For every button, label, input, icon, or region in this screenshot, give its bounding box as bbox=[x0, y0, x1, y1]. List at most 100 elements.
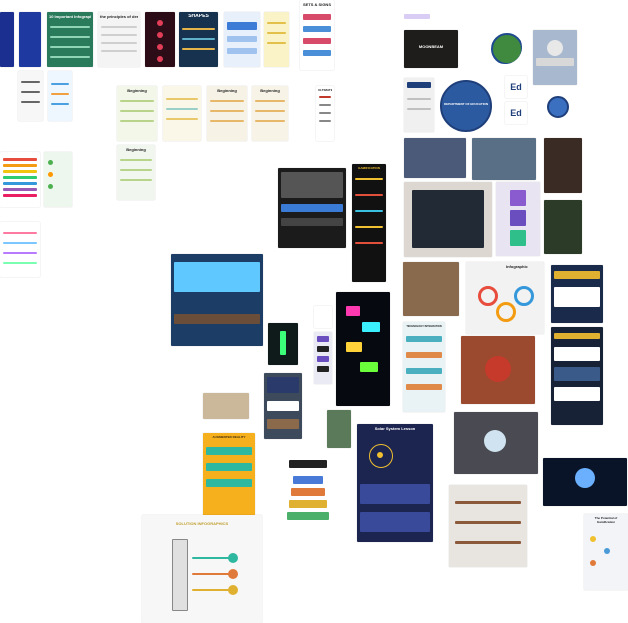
sun-icon bbox=[377, 452, 383, 458]
globe-icon bbox=[484, 430, 506, 452]
card-green-check[interactable] bbox=[44, 152, 72, 207]
book-block bbox=[289, 500, 327, 508]
card-title: Beginning bbox=[127, 88, 147, 93]
card-forest[interactable] bbox=[327, 410, 351, 448]
bullet-row bbox=[206, 463, 252, 471]
bullet-row bbox=[355, 194, 383, 196]
card-tablet-hand[interactable] bbox=[203, 393, 249, 419]
building-base bbox=[536, 58, 574, 66]
bullet-row bbox=[206, 447, 252, 455]
card-beginning-list-2[interactable] bbox=[163, 86, 201, 141]
card-city-plaza[interactable] bbox=[472, 138, 536, 180]
card-small-tiles[interactable] bbox=[314, 332, 332, 384]
card-seal-small[interactable] bbox=[545, 94, 571, 120]
card-greenhouse[interactable] bbox=[544, 200, 582, 254]
card-lounge[interactable] bbox=[544, 138, 582, 193]
card-solar-system[interactable]: Solar System Lesson bbox=[357, 424, 433, 542]
fruit bbox=[485, 356, 511, 382]
card-blue-pattern-a[interactable] bbox=[0, 12, 14, 67]
card-book-moonbeam[interactable]: MOONBEAM bbox=[404, 30, 458, 68]
card-handwriting-note[interactable] bbox=[314, 306, 332, 328]
bullet-row bbox=[206, 479, 252, 487]
card-gamification-light[interactable]: The Potential of Gamification bbox=[584, 514, 628, 590]
card-small-chart-right[interactable] bbox=[48, 71, 72, 121]
card-seal-green[interactable] bbox=[488, 30, 522, 64]
card-globe-night[interactable] bbox=[543, 458, 627, 506]
seal-icon bbox=[491, 33, 522, 64]
bullet-row bbox=[267, 42, 286, 44]
card-bookshelf[interactable] bbox=[449, 485, 527, 567]
tile bbox=[317, 356, 329, 362]
bullet-row bbox=[51, 93, 69, 95]
card-small-chart-left[interactable] bbox=[18, 71, 43, 121]
card-ultimate-list[interactable]: ULTIMATE bbox=[316, 86, 334, 141]
step-icon bbox=[604, 548, 610, 554]
site-header bbox=[407, 82, 431, 88]
seal-icon bbox=[440, 80, 492, 132]
card-capitol[interactable] bbox=[533, 30, 577, 85]
card-education-stack[interactable] bbox=[265, 454, 351, 544]
bullet-row bbox=[255, 120, 285, 122]
card-purple-gradients[interactable] bbox=[496, 182, 540, 256]
card-hologram[interactable] bbox=[268, 323, 298, 365]
table-row bbox=[303, 50, 331, 56]
card-title: MOONBEAM bbox=[418, 44, 444, 49]
card-futuristic-classroom[interactable] bbox=[171, 254, 263, 346]
card-title: Solar System Lesson bbox=[374, 426, 416, 431]
card-red-timeline[interactable] bbox=[145, 12, 175, 67]
color-bar bbox=[3, 194, 37, 197]
bullet-row bbox=[166, 98, 198, 100]
cap-icon bbox=[289, 460, 327, 468]
card-neon-puzzle[interactable] bbox=[336, 292, 390, 406]
card-study-desk[interactable] bbox=[403, 262, 459, 316]
card-tech-integration[interactable]: TECHNOLOGY INTEGRATION bbox=[403, 322, 445, 412]
card-dept-seal-large[interactable]: DEPARTMENT OF EDUCATION bbox=[438, 78, 494, 134]
card-dept-site[interactable] bbox=[404, 78, 434, 132]
card-beginning-list-5[interactable]: Beginning bbox=[117, 145, 155, 200]
card-office-room[interactable] bbox=[404, 138, 466, 178]
card-beginning-list-4[interactable]: Beginning bbox=[252, 86, 288, 141]
card-web-mock-dark[interactable] bbox=[551, 327, 603, 425]
card-obama-site[interactable] bbox=[278, 168, 346, 248]
card-pencil-infographic[interactable]: SOLUTION INFOGRAPHICS bbox=[142, 515, 262, 623]
card-augmented-reality[interactable]: AUGMENTED REALITY bbox=[203, 433, 255, 517]
node-icon bbox=[228, 553, 238, 563]
card-ed-logo-bottom[interactable]: Ed bbox=[505, 102, 527, 124]
orbit-icon bbox=[369, 444, 393, 468]
card-gamification-poster[interactable]: GAMIFICATION bbox=[352, 164, 386, 282]
category-tag[interactable] bbox=[404, 14, 430, 19]
card-blue-pattern-b[interactable] bbox=[19, 12, 41, 67]
card-title: 10 Important Infographic bbox=[49, 14, 91, 19]
content-row bbox=[281, 218, 343, 226]
card-sets-and-signs[interactable]: SETS & SIGNS bbox=[300, 0, 334, 70]
slide-block bbox=[227, 48, 257, 54]
slide-block bbox=[227, 36, 257, 42]
screen bbox=[174, 262, 260, 292]
bullet-row bbox=[51, 83, 69, 85]
card-infographic-circles[interactable]: Infographic bbox=[466, 262, 544, 334]
color-bar bbox=[3, 242, 37, 244]
step-icon bbox=[590, 536, 596, 542]
hologram-beam bbox=[280, 331, 286, 355]
card-tablet-fruit[interactable] bbox=[461, 336, 535, 404]
card-small-colors[interactable] bbox=[0, 222, 40, 277]
card-green-infographic[interactable]: 10 Important Infographic bbox=[47, 12, 93, 67]
card-globe-hands[interactable] bbox=[454, 412, 538, 474]
card-yellow-guide[interactable] bbox=[264, 12, 289, 67]
card-title: TECHNOLOGY INTEGRATION bbox=[406, 325, 442, 328]
book-block bbox=[287, 512, 329, 520]
card-color-bars[interactable] bbox=[0, 152, 40, 207]
card-title: Ed bbox=[510, 108, 522, 118]
circle-icon bbox=[496, 302, 516, 322]
card-small-thumb[interactable] bbox=[264, 373, 302, 439]
color-bar bbox=[3, 262, 37, 264]
card-shapes-poster[interactable]: SHAPES bbox=[179, 12, 218, 67]
card-web-mock-right[interactable] bbox=[551, 265, 603, 323]
card-blue-slides[interactable] bbox=[224, 12, 260, 67]
card-title: SETS & SIGNS bbox=[302, 2, 331, 7]
card-principles-of-design[interactable]: the principles of design bbox=[98, 12, 140, 67]
card-beginning-list-1[interactable]: Beginning bbox=[117, 86, 157, 141]
card-calendar-screen[interactable] bbox=[404, 182, 492, 257]
card-ed-logo-top[interactable]: Ed bbox=[505, 76, 527, 98]
card-beginning-list-3[interactable]: Beginning bbox=[207, 86, 247, 141]
